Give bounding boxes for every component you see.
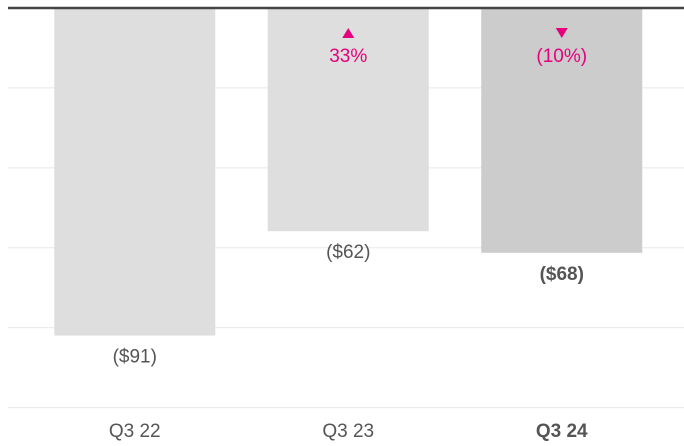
x-tick-label: Q3 24 (536, 421, 588, 442)
x-tick-label: Q3 22 (109, 421, 161, 442)
change-arrow (342, 28, 355, 38)
change-label: (10%) (536, 46, 587, 67)
change-arrow (555, 28, 568, 38)
value-label: ($91) (113, 347, 157, 368)
value-label: ($68) (540, 264, 584, 285)
bar (481, 8, 643, 253)
bar (267, 8, 429, 232)
x-tick-label: Q3 23 (322, 421, 374, 442)
value-label: ($62) (326, 242, 370, 263)
change-label: 33% (329, 46, 367, 67)
bar (54, 8, 216, 336)
